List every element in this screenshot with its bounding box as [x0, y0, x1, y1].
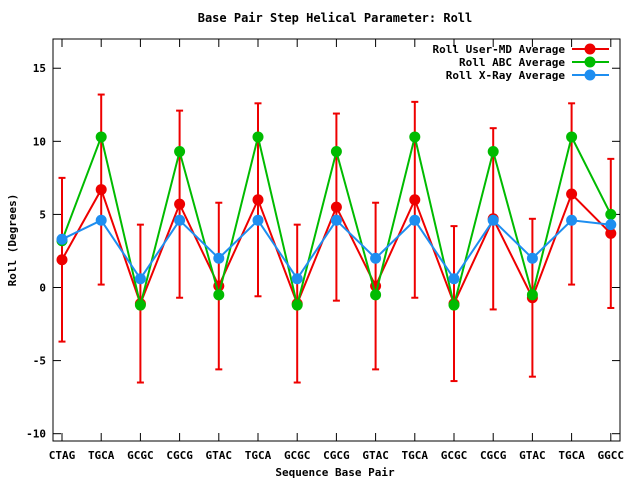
data-point: [526, 289, 538, 301]
data-point: [370, 252, 382, 264]
y-tick-label: 10: [33, 135, 46, 148]
data-point: [605, 227, 617, 239]
x-tick-label: CTAG: [49, 449, 76, 462]
data-point: [330, 146, 342, 158]
data-point: [566, 214, 578, 226]
data-point: [174, 146, 186, 158]
data-point: [448, 299, 460, 311]
data-point: [566, 188, 578, 200]
x-tick-label: TGCA: [558, 449, 585, 462]
legend-swatch-marker: [584, 69, 596, 81]
data-point: [174, 198, 186, 210]
series-layer: [56, 93, 617, 384]
x-tick-label: TGCA: [88, 449, 115, 462]
legend-swatch-marker: [584, 56, 596, 68]
series-xray: [56, 214, 617, 285]
data-point: [291, 299, 303, 311]
series-abc: [56, 131, 617, 311]
legend-label: Roll User-MD Average: [433, 43, 566, 56]
data-point: [56, 254, 68, 266]
y-tick-label: 15: [33, 62, 46, 75]
data-point: [95, 131, 107, 143]
chart-title: Base Pair Step Helical Parameter: Roll: [198, 11, 473, 25]
y-tick-label: -10: [26, 428, 46, 441]
x-tick-label: GGCC: [598, 449, 625, 462]
series-user-md: [56, 93, 617, 384]
y-axis-ticks: -10 -5 0 5 10 15: [26, 62, 620, 441]
x-tick-label: TGCA: [402, 449, 429, 462]
x-tick-label: CGCG: [166, 449, 193, 462]
x-axis-ticks: CTAG TGCA GCGC CGCG GTAC TGCA GCGC CGCG GTAC TGCA…: [49, 39, 624, 462]
x-tick-label: GCGC: [127, 449, 154, 462]
legend-swatch-marker: [584, 43, 596, 55]
data-point: [487, 146, 499, 158]
data-point: [134, 299, 146, 311]
legend-label: Roll ABC Average: [459, 56, 565, 69]
data-point: [95, 184, 107, 196]
data-point: [370, 289, 382, 301]
x-tick-label: GTAC: [362, 449, 389, 462]
data-point: [330, 214, 342, 226]
data-point: [409, 194, 421, 206]
legend-label: Roll X-Ray Average: [446, 69, 566, 82]
x-tick-label: GTAC: [206, 449, 233, 462]
x-tick-label: TGCA: [245, 449, 272, 462]
data-point: [330, 201, 342, 213]
data-point: [213, 252, 225, 264]
x-tick-label: CGCG: [480, 449, 507, 462]
data-point: [566, 131, 578, 143]
y-tick-label: -5: [33, 355, 46, 368]
data-point: [526, 252, 538, 264]
data-point: [213, 289, 225, 301]
data-point: [134, 273, 146, 285]
data-point: [252, 214, 264, 226]
data-point: [174, 214, 186, 226]
data-point: [252, 194, 264, 206]
data-point: [95, 214, 107, 226]
y-tick-label: 0: [39, 282, 46, 295]
x-axis-label: Sequence Base Pair: [275, 466, 395, 479]
data-point: [448, 273, 460, 285]
data-point: [605, 219, 617, 231]
x-tick-label: GCGC: [441, 449, 468, 462]
x-tick-label: CGCG: [323, 449, 350, 462]
data-point: [409, 214, 421, 226]
data-point: [252, 131, 264, 143]
data-point: [56, 233, 68, 245]
data-point: [487, 214, 499, 226]
data-point: [409, 131, 421, 143]
y-axis-label: Roll (Degrees): [6, 194, 19, 287]
x-tick-label: GTAC: [519, 449, 546, 462]
x-tick-label: GCGC: [284, 449, 311, 462]
y-tick-label: 5: [39, 208, 46, 221]
data-point: [605, 208, 617, 220]
data-point: [291, 273, 303, 285]
